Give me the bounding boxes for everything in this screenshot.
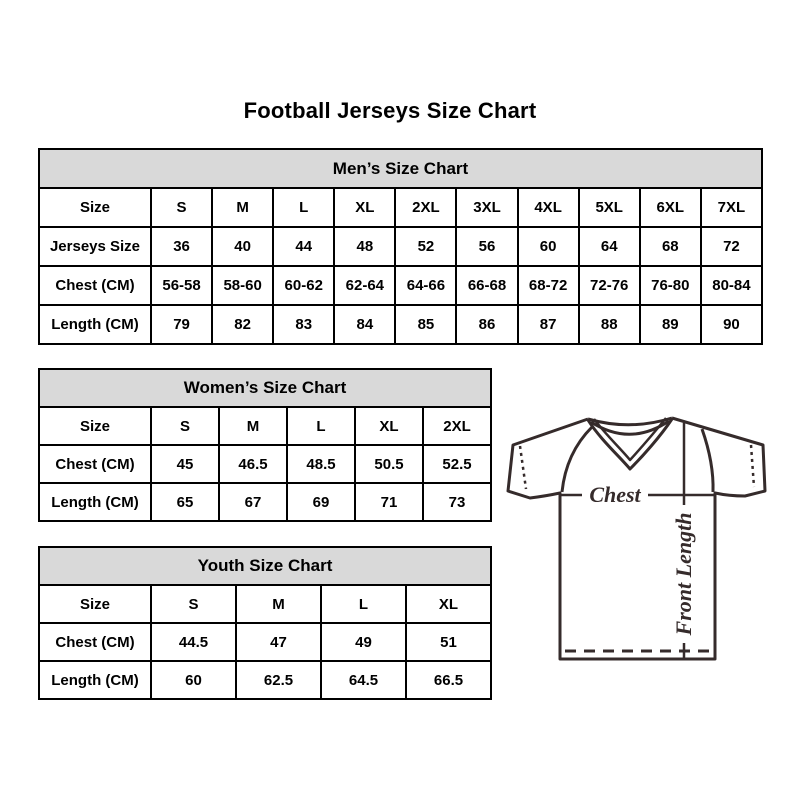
value-cell: 73	[422, 482, 492, 522]
front-length-label: Front Length	[671, 513, 696, 637]
size-header-cell: M	[218, 406, 288, 446]
value-cell: 51	[405, 622, 492, 662]
size-header-cell: L	[320, 584, 407, 624]
womens-size-table: Women’s Size Chart Size S M L XL 2XL Chest (CM)…	[38, 368, 492, 522]
right-cuff-dashed-line-icon	[749, 444, 756, 488]
row-label-cell: Jerseys Size	[38, 226, 152, 267]
jersey-measurement-diagram: Chest Front Length	[506, 416, 767, 661]
value-cell: 79	[149, 304, 214, 345]
youth-chart-title: Youth Size Chart	[38, 546, 492, 586]
value-cell: 56-58	[149, 265, 214, 306]
value-cell: 71	[354, 482, 424, 522]
value-cell: 40	[211, 226, 275, 267]
size-header-cell: 5XL	[577, 187, 641, 228]
jersey-outline-icon	[506, 416, 767, 661]
size-header-cell: 3XL	[455, 187, 519, 228]
value-cell: 47	[235, 622, 322, 662]
value-cell: 82	[211, 304, 275, 345]
row-label-cell: Length (CM)	[38, 660, 152, 700]
size-header-cell: S	[150, 584, 237, 624]
collar-back-arc-icon	[587, 416, 673, 427]
value-cell: 72	[699, 226, 764, 267]
value-cell: 49	[320, 622, 407, 662]
value-cell: 83	[272, 304, 336, 345]
size-header-cell: M	[235, 584, 322, 624]
value-cell: 48.5	[286, 444, 356, 484]
value-cell: 52	[394, 226, 458, 267]
value-cell: 50.5	[354, 444, 424, 484]
value-cell: 58-60	[211, 265, 275, 306]
size-header-cell: XL	[354, 406, 424, 446]
value-cell: 80-84	[699, 265, 764, 306]
value-cell: 68-72	[516, 265, 580, 306]
value-cell: 67	[218, 482, 288, 522]
value-cell: 62-64	[333, 265, 397, 306]
right-armhole-seam-icon	[700, 428, 715, 493]
value-cell: 64	[577, 226, 641, 267]
left-armhole-seam-icon	[560, 425, 594, 493]
value-cell: 89	[638, 304, 702, 345]
page-title: Football Jerseys Size Chart	[243, 98, 537, 123]
collar-inner-v-icon	[593, 417, 667, 462]
row-label-cell: Length (CM)	[38, 304, 152, 345]
size-header-cell: 6XL	[638, 187, 702, 228]
value-cell: 68	[638, 226, 702, 267]
row-label-cell: Length (CM)	[38, 482, 152, 522]
size-header-cell: L	[272, 187, 336, 228]
value-cell: 64-66	[394, 265, 458, 306]
value-cell: 62.5	[235, 660, 322, 700]
row-label-cell: Chest (CM)	[38, 444, 152, 484]
value-cell: 44	[272, 226, 336, 267]
value-cell: 86	[455, 304, 519, 345]
size-header-cell: 2XL	[422, 406, 492, 446]
value-cell: 87	[516, 304, 580, 345]
womens-chart-title: Women’s Size Chart	[38, 368, 492, 408]
mens-chart-title: Men’s Size Chart	[38, 148, 763, 189]
value-cell: 48	[333, 226, 397, 267]
value-cell: 60	[150, 660, 237, 700]
youth-size-table: Youth Size Chart Size S M L XL Chest (CM) 44.5 4…	[38, 546, 492, 700]
value-cell: 76-80	[638, 265, 702, 306]
size-header-cell: M	[211, 187, 275, 228]
size-header-cell: 7XL	[699, 187, 764, 228]
size-header-cell: XL	[333, 187, 397, 228]
value-cell: 69	[286, 482, 356, 522]
value-cell: 45	[150, 444, 220, 484]
value-cell: 66-68	[455, 265, 519, 306]
size-header-cell: S	[150, 406, 220, 446]
size-header-cell: 2XL	[394, 187, 458, 228]
value-cell: 88	[577, 304, 641, 345]
value-cell: 65	[150, 482, 220, 522]
mens-size-table: Men’s Size Chart Size S M L XL 2XL 3XL 4XL 5XL 6XL…	[38, 148, 764, 345]
row-label-cell: Chest (CM)	[38, 622, 152, 662]
value-cell: 72-76	[577, 265, 641, 306]
value-cell: 60	[516, 226, 580, 267]
size-header-cell: Size	[38, 187, 152, 228]
size-header-cell: 4XL	[516, 187, 580, 228]
value-cell: 46.5	[218, 444, 288, 484]
value-cell: 85	[394, 304, 458, 345]
size-header-cell: S	[149, 187, 214, 228]
value-cell: 84	[333, 304, 397, 345]
value-cell: 52.5	[422, 444, 492, 484]
left-cuff-dashed-line-icon	[518, 445, 528, 490]
size-header-cell: L	[286, 406, 356, 446]
size-header-cell: Size	[38, 584, 152, 624]
size-header-cell: Size	[38, 406, 152, 446]
value-cell: 66.5	[405, 660, 492, 700]
value-cell: 36	[149, 226, 214, 267]
value-cell: 44.5	[150, 622, 237, 662]
value-cell: 90	[699, 304, 764, 345]
value-cell: 60-62	[272, 265, 336, 306]
collar-outer-v-icon	[586, 418, 674, 471]
value-cell: 64.5	[320, 660, 407, 700]
chest-label: Chest	[589, 482, 641, 507]
size-header-cell: XL	[405, 584, 492, 624]
value-cell: 56	[455, 226, 519, 267]
row-label-cell: Chest (CM)	[38, 265, 152, 306]
